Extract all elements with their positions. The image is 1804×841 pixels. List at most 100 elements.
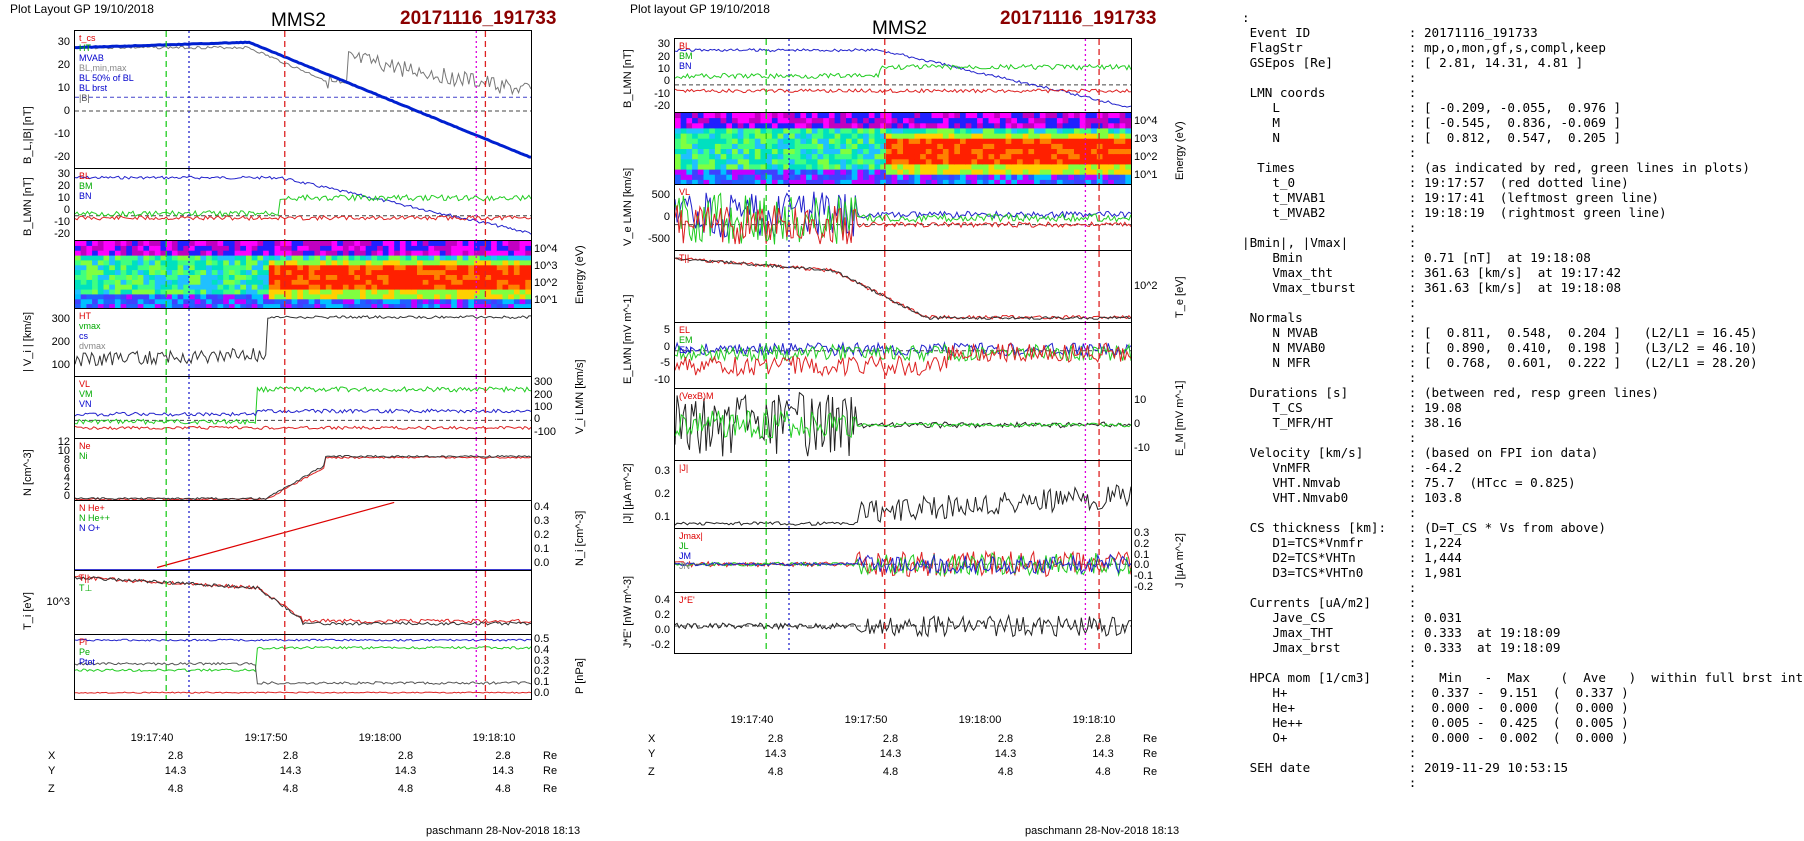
spectrogram-cell <box>914 154 921 160</box>
spectrogram-cell <box>177 250 184 257</box>
spectrogram-cell <box>874 133 881 140</box>
spectrogram-cell <box>80 284 87 291</box>
spectrogram-cell <box>394 245 401 252</box>
info-line: Bmin : 0.71 [nT] at 19:18:08 <box>1242 250 1591 265</box>
series-BL-brst <box>75 40 531 159</box>
panel-plot-area <box>75 31 531 169</box>
spectrogram-cell <box>942 138 950 145</box>
spectrogram-cell <box>994 133 1001 140</box>
spectrogram-cell <box>462 279 469 286</box>
spectrogram-cell <box>422 304 429 309</box>
spectrogram-cell <box>994 154 1001 160</box>
left-event-id: 20171116_191733 <box>400 8 557 29</box>
spectrogram-cell <box>331 289 338 296</box>
spectrogram-cell <box>325 245 333 252</box>
spectrogram-cell <box>314 299 321 305</box>
spectrogram-cell <box>228 289 236 296</box>
spectrogram-cell <box>1056 154 1064 160</box>
spectrogram-cell <box>468 265 475 271</box>
spectrogram-cell <box>120 304 127 309</box>
spectrogram-cell <box>246 250 253 257</box>
spectrogram-cell <box>126 279 133 286</box>
spectrogram-cell <box>177 275 184 281</box>
spectrogram-cell <box>874 174 881 181</box>
spectrogram-cell <box>766 133 773 140</box>
spectrogram-cell <box>783 118 790 124</box>
spectrogram-cell <box>263 304 270 309</box>
spectrogram-cell <box>377 299 384 305</box>
spectrogram-cell <box>137 265 144 271</box>
panel-plot-area <box>75 241 531 309</box>
spectrogram-cell <box>817 123 824 129</box>
spectrogram-cell <box>411 304 418 309</box>
spectrogram-cell <box>502 294 509 300</box>
y-tick-label: 10 <box>57 445 70 458</box>
spectrogram-cell <box>823 123 830 129</box>
spectrogram-cell <box>439 250 447 257</box>
spectrogram-cell <box>320 275 327 281</box>
spectrogram-cell <box>857 113 864 119</box>
spectrogram-cell <box>348 241 355 247</box>
spectrogram-cell <box>291 294 298 300</box>
spectrogram-cell <box>337 275 344 281</box>
spectrogram-cell <box>1108 123 1115 129</box>
spectrogram-cell <box>377 270 384 276</box>
spectrogram-cell <box>1108 154 1115 160</box>
info-line: CS thickness [km]: : (D=T_CS * Vs from a… <box>1242 520 1606 535</box>
spectrogram-cell <box>479 270 486 276</box>
spectrogram-cell <box>783 138 790 145</box>
spectrogram-cell <box>360 255 367 262</box>
y-axis-label: E_LMN [mV m^-1] <box>622 294 634 384</box>
spectrogram-cell <box>789 169 796 176</box>
spectrogram-cell <box>908 174 915 181</box>
spectrogram-cell <box>285 250 293 257</box>
spectrogram-cell <box>897 179 904 185</box>
spectrogram-cell <box>960 128 967 135</box>
spectrogram-cell <box>394 270 401 276</box>
left-plot-header: Plot Layout GP 19/10/2018 <box>10 2 154 16</box>
spectrogram-cell <box>445 279 452 286</box>
spectrogram-cell <box>291 255 298 262</box>
spectrogram-cell <box>508 250 515 257</box>
spectrogram-cell <box>399 289 407 296</box>
spectrogram-cell <box>92 250 99 257</box>
spectrogram-cell <box>766 143 773 150</box>
spectrogram-cell <box>1045 133 1052 140</box>
spectrogram-cell <box>1085 113 1092 119</box>
spectrogram-cell <box>508 260 515 266</box>
panel-legend: BL BM BN <box>679 41 693 71</box>
spectrogram-cell <box>405 255 412 262</box>
series-Pi <box>75 638 531 642</box>
spectrogram-cell <box>126 270 133 276</box>
spectrogram-cell <box>314 289 321 296</box>
y-axis-label: V_i LMN [km/s] <box>574 359 586 434</box>
spectrogram-cell <box>800 174 807 181</box>
spectrogram-cell <box>749 174 756 181</box>
spectrogram-cell <box>80 299 87 305</box>
spectrogram-cell <box>754 143 762 150</box>
spectrogram-cell <box>1113 128 1121 135</box>
spectrogram-cell <box>1119 169 1126 176</box>
spectrogram-cell <box>754 169 762 176</box>
spectrogram-cell <box>1005 118 1012 124</box>
spectrogram-cell <box>399 284 407 291</box>
info-line: : <box>1242 580 1417 595</box>
spectrogram-cell <box>411 260 418 266</box>
spectrogram-cell <box>760 133 767 140</box>
spectrogram-cell <box>994 179 1001 185</box>
spectrogram-cell <box>771 133 779 140</box>
spectrogram-cell <box>942 113 950 119</box>
spectrogram-cell <box>314 304 321 309</box>
spectrogram-cell <box>971 174 978 181</box>
y-axis-label: E_M [mV m^-1] <box>1174 380 1186 456</box>
spectrogram-cell <box>325 279 333 286</box>
spectrogram-cell <box>103 255 110 262</box>
spectrogram-cell <box>811 128 819 135</box>
spectrogram-cell <box>246 294 253 300</box>
spectrogram-cell <box>354 250 361 257</box>
spectrogram-cell <box>903 123 910 129</box>
spectrogram-cell <box>422 245 429 252</box>
panel-plot-area <box>75 309 531 377</box>
spectrogram-cell <box>114 294 122 300</box>
spectrogram-cell <box>720 154 727 160</box>
